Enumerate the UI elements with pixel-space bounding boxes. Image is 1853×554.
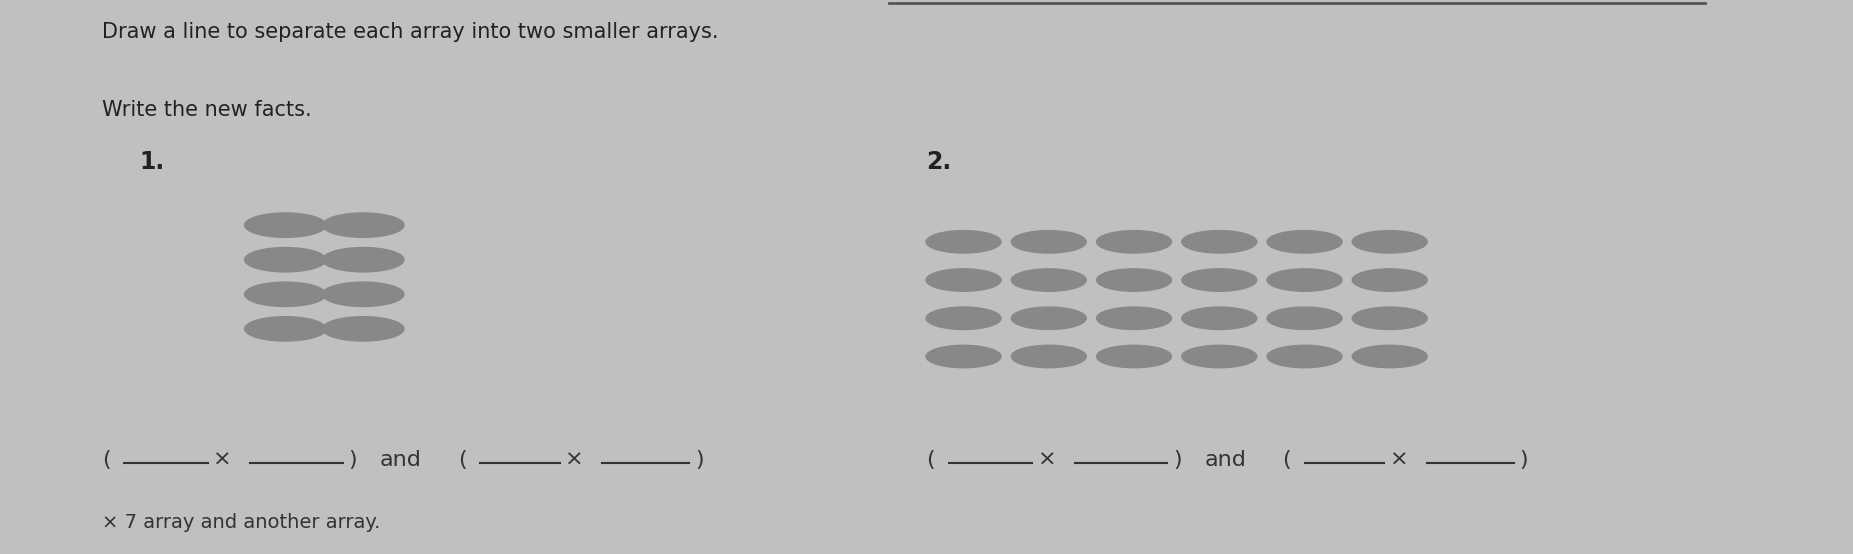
Circle shape [1353, 269, 1427, 291]
Circle shape [1182, 345, 1256, 368]
Text: Draw a line to separate each array into two smaller arrays.: Draw a line to separate each array into … [102, 22, 719, 42]
Circle shape [1182, 269, 1256, 291]
Text: ): ) [695, 450, 704, 470]
Circle shape [1353, 345, 1427, 368]
Circle shape [1267, 269, 1342, 291]
Text: × 7 array and another array.: × 7 array and another array. [102, 513, 380, 532]
Circle shape [245, 282, 326, 306]
Circle shape [1267, 345, 1342, 368]
Text: 1.: 1. [139, 150, 165, 173]
Text: ): ) [1173, 450, 1182, 470]
Circle shape [926, 345, 1001, 368]
Text: ×: × [213, 450, 232, 470]
Circle shape [1353, 230, 1427, 253]
Text: ×: × [565, 450, 584, 470]
Circle shape [322, 317, 404, 341]
Circle shape [245, 317, 326, 341]
Circle shape [1097, 269, 1171, 291]
Text: Write the new facts.: Write the new facts. [102, 100, 311, 120]
Circle shape [322, 248, 404, 272]
Circle shape [926, 307, 1001, 330]
Circle shape [1097, 230, 1171, 253]
Circle shape [1012, 269, 1086, 291]
Circle shape [926, 269, 1001, 291]
Circle shape [1353, 307, 1427, 330]
Circle shape [245, 248, 326, 272]
Text: ): ) [348, 450, 358, 470]
Circle shape [1012, 345, 1086, 368]
Text: and: and [380, 450, 422, 470]
Circle shape [322, 213, 404, 237]
Text: (: ( [102, 450, 111, 470]
Circle shape [1012, 307, 1086, 330]
Circle shape [322, 282, 404, 306]
Circle shape [1097, 345, 1171, 368]
Circle shape [1182, 307, 1256, 330]
Circle shape [1267, 230, 1342, 253]
Text: (: ( [926, 450, 936, 470]
Text: and: and [1204, 450, 1247, 470]
Text: (: ( [458, 450, 467, 470]
Circle shape [1097, 307, 1171, 330]
Text: 2.: 2. [926, 150, 952, 173]
Circle shape [245, 213, 326, 237]
Text: ): ) [1519, 450, 1529, 470]
Circle shape [926, 230, 1001, 253]
Circle shape [1012, 230, 1086, 253]
Text: ×: × [1390, 450, 1408, 470]
Text: ×: × [1038, 450, 1056, 470]
Text: (: ( [1282, 450, 1292, 470]
Circle shape [1182, 230, 1256, 253]
Circle shape [1267, 307, 1342, 330]
